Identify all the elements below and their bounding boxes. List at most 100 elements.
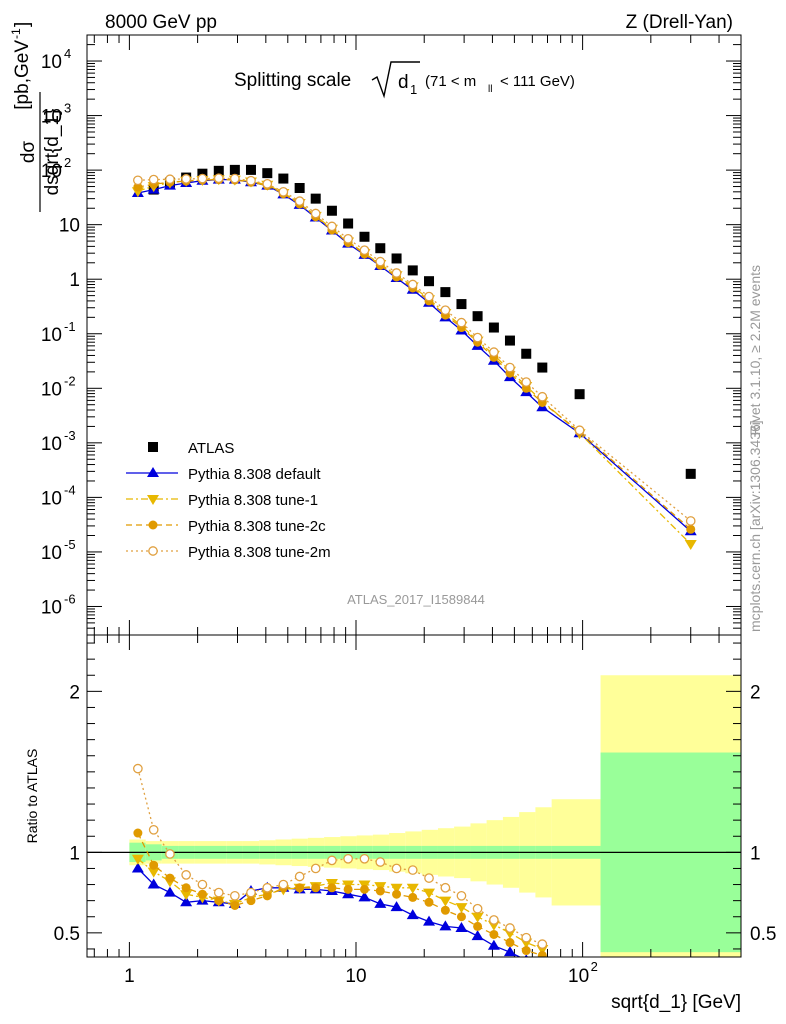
y-tick-label: 10 xyxy=(41,325,62,346)
data-point-atlas xyxy=(197,168,208,179)
data-point-atlas xyxy=(262,168,273,179)
data-point-tune2c xyxy=(686,524,696,534)
plot-title-symbol: d xyxy=(398,72,409,93)
ratio-point-default xyxy=(536,959,548,969)
ratio-point-tune1 xyxy=(390,883,403,894)
data-point-tune2m xyxy=(133,175,143,186)
legend-label: Pythia 8.308 tune-2m xyxy=(188,544,331,561)
main-frame xyxy=(86,34,742,636)
x-tick-label-exponent: 2 xyxy=(591,959,598,974)
data-point-tune2m xyxy=(246,175,256,186)
ratio-point-tune1 xyxy=(180,890,193,901)
y-tick-label: 10 xyxy=(41,543,62,564)
ratio-point-default xyxy=(439,920,452,931)
ratio-point-tune2m xyxy=(278,879,289,890)
ratio-point-tune2m xyxy=(424,873,434,883)
data-point-atlas xyxy=(488,322,499,333)
ratio-point-tune2c xyxy=(165,873,175,883)
y-tick-label-exponent: -5 xyxy=(64,537,76,552)
ratio-point-tune2m xyxy=(262,882,273,893)
legend-entry-tune2c: Pythia 8.308 tune-2c xyxy=(126,518,326,535)
y-tick-label: 10 xyxy=(41,107,62,128)
data-point-tune2m xyxy=(213,173,224,184)
ratio-point-tune2c xyxy=(505,938,515,948)
ratio-point-tune2c xyxy=(311,883,321,893)
legend-label: ATLAS xyxy=(188,440,234,457)
ratio-point-default xyxy=(180,896,193,907)
data-point-atlas xyxy=(521,348,532,359)
plot-title-range: (71 < m xyxy=(425,73,476,90)
data-point-tune2m xyxy=(685,516,696,526)
plot-title-range-end: < 111 GeV) xyxy=(500,73,575,90)
plot-title-range-sub: ll xyxy=(488,84,492,95)
plot-title-main: Splitting scale xyxy=(234,70,351,91)
ratio-point-tune2m xyxy=(148,824,159,835)
ratio-point-tune2c xyxy=(343,884,353,894)
ratio-y-tick-label: 2 xyxy=(69,682,80,703)
ratio-point-default xyxy=(455,922,468,933)
data-point-atlas xyxy=(440,287,451,298)
data-point-tune2m xyxy=(424,291,434,302)
data-point-atlas xyxy=(359,231,370,242)
ratio-point-tune2c xyxy=(230,900,240,910)
ratio-point-default xyxy=(147,878,160,889)
ratio-y-axis-label: Ratio to ATLAS xyxy=(24,749,40,844)
data-point-tune2m xyxy=(456,317,467,328)
data-point-atlas xyxy=(326,205,337,216)
ratio-point-tune2c xyxy=(521,946,531,956)
ratio-point-tune1 xyxy=(423,888,436,899)
y-tick-label-exponent: -4 xyxy=(64,482,76,497)
series-line-tune1 xyxy=(137,178,692,545)
x-axis-label: sqrt{d_1} [GeV] xyxy=(611,992,741,1013)
data-point-atlas xyxy=(504,335,515,346)
ratio-point-tune2m xyxy=(489,915,499,925)
y-tick-label: 10 xyxy=(41,52,62,73)
y-tick-label-exponent: 3 xyxy=(64,101,71,116)
ratio-point-default xyxy=(524,954,528,957)
ratio-point-default xyxy=(358,891,371,902)
data-point-tune1 xyxy=(684,539,697,550)
ratio-y-tick-label: 0.5 xyxy=(54,924,80,945)
ratio-point-tune2m xyxy=(230,890,240,901)
ratio-point-tune2m xyxy=(440,882,451,893)
ratio-y-tick-label: 1 xyxy=(69,843,80,864)
y-tick-label: 1 xyxy=(69,270,80,291)
ratio-point-tune2m xyxy=(197,879,208,890)
ratio-point-default xyxy=(163,886,176,897)
series-tune2m xyxy=(133,173,696,526)
ratio-point-tune2m xyxy=(456,890,467,901)
mcplots-label: mcplots.cern.ch [arXiv:1306.3436] xyxy=(747,420,763,632)
ratio-point-default xyxy=(406,909,419,920)
legend-marker-tune2m xyxy=(148,546,158,556)
y-tick-label: 10 xyxy=(41,379,62,400)
y-label-unit-exponent: -1 xyxy=(9,28,23,39)
y-tick-label: 10 xyxy=(41,597,62,618)
ratio-point-default xyxy=(503,946,516,957)
y-tick-label-exponent: -6 xyxy=(64,591,76,606)
y-tick-label: 10 xyxy=(41,488,62,509)
ratio-point-tune2m xyxy=(165,849,175,859)
data-point-tune2m xyxy=(574,425,585,436)
data-point-tune2m xyxy=(375,256,386,267)
ratio-point-tune2c xyxy=(489,929,499,939)
ratio-point-default xyxy=(374,897,387,908)
legend-label: Pythia 8.308 tune-1 xyxy=(188,492,318,509)
ratio-point-tune2m xyxy=(521,932,532,943)
ratio-point-tune2m xyxy=(327,855,337,866)
y-tick-label-exponent: -2 xyxy=(64,373,76,388)
ratio-point-tune2m xyxy=(391,863,402,874)
y-label-unit: [pb,GeV xyxy=(12,40,33,110)
ratio-point-tune2m xyxy=(407,865,418,875)
ratio-point-tune1 xyxy=(439,896,452,907)
data-point-tune2m xyxy=(537,391,548,402)
legend-entry-tune2m: Pythia 8.308 tune-2m xyxy=(126,544,331,561)
data-point-tune2m xyxy=(230,173,240,184)
data-point-tune2m xyxy=(294,196,305,206)
ratio-point-default xyxy=(131,862,144,873)
analysis-label: ATLAS_2017_I1589844 xyxy=(347,592,485,607)
ratio-point-tune2m xyxy=(375,857,386,867)
ratio-point-tune2c xyxy=(133,828,143,838)
series-line-tune2c xyxy=(137,178,692,530)
legend-label: Pythia 8.308 tune-2c xyxy=(188,518,326,535)
main-y-axis-label: dσ dsqrt{d_1} [pb,GeV -1 ] xyxy=(9,22,63,212)
